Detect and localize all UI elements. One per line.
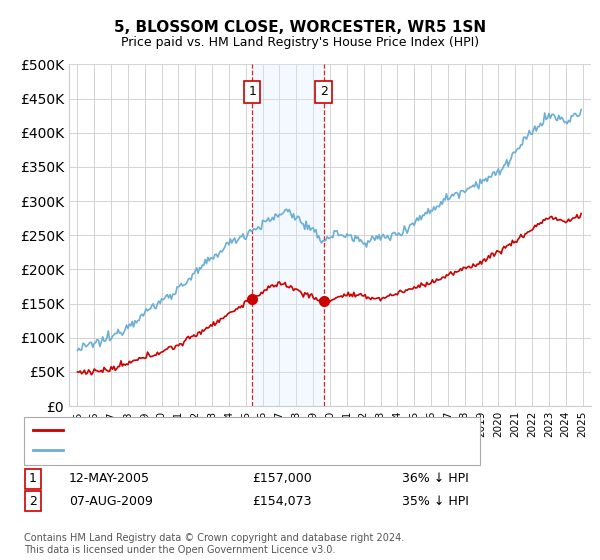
Text: 2: 2 [320,85,328,98]
Text: £157,000: £157,000 [252,472,312,486]
Text: 36% ↓ HPI: 36% ↓ HPI [402,472,469,486]
Text: Price paid vs. HM Land Registry's House Price Index (HPI): Price paid vs. HM Land Registry's House … [121,36,479,49]
Text: 1: 1 [248,85,256,98]
Text: 12-MAY-2005: 12-MAY-2005 [69,472,150,486]
Text: 1: 1 [29,472,37,486]
Text: 07-AUG-2009: 07-AUG-2009 [69,494,153,508]
Text: 5, BLOSSOM CLOSE, WORCESTER, WR5 1SN: 5, BLOSSOM CLOSE, WORCESTER, WR5 1SN [114,20,486,35]
Text: Contains HM Land Registry data © Crown copyright and database right 2024.
This d: Contains HM Land Registry data © Crown c… [24,533,404,555]
Text: 35% ↓ HPI: 35% ↓ HPI [402,494,469,508]
Bar [252,64,323,406]
Text: 5, BLOSSOM CLOSE, WORCESTER, WR5 1SN (detached house): 5, BLOSSOM CLOSE, WORCESTER, WR5 1SN (de… [67,424,414,435]
Text: HPI: Average price, detached house, Worcester: HPI: Average price, detached house, Worc… [67,445,330,455]
Text: 2: 2 [29,494,37,508]
Text: £154,073: £154,073 [252,494,311,508]
